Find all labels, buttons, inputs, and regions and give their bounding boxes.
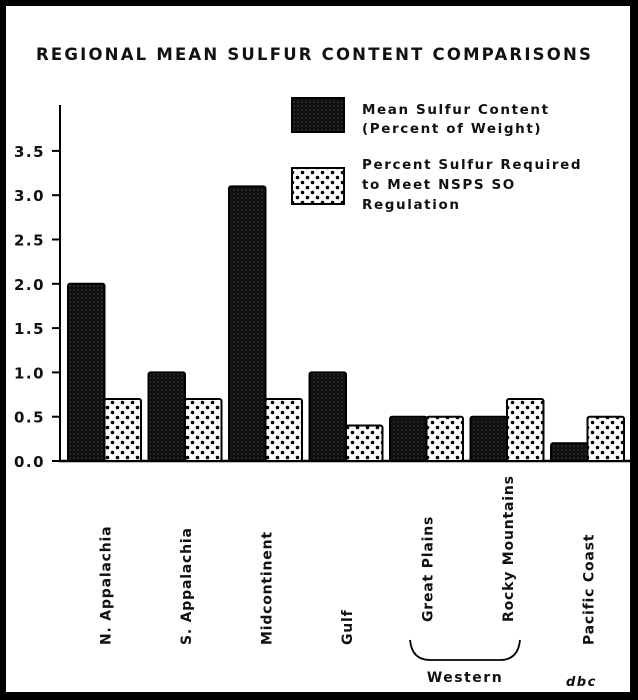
- bar-required-sulfur: [264, 397, 303, 463]
- bar-mean-sulfur: [469, 415, 508, 463]
- y-tick-label: 3.0: [14, 187, 45, 205]
- legend-label: Regulation: [362, 197, 461, 213]
- category-label: Pacific Coast: [582, 534, 598, 645]
- bar-required-sulfur: [425, 415, 464, 463]
- legend-swatch-mean: [291, 97, 345, 133]
- western-bracket: [409, 639, 521, 661]
- category-label: Gulf: [340, 609, 356, 645]
- bar-required-sulfur: [103, 397, 142, 463]
- bar-mean-sulfur: [389, 415, 428, 463]
- legend-swatch-required: [291, 167, 345, 205]
- y-tick-label: 0.5: [14, 409, 45, 427]
- chart-title: REGIONAL MEAN SULFUR CONTENT COMPARISONS: [36, 45, 593, 64]
- group-label-western: Western: [427, 670, 503, 686]
- bar-mean-sulfur: [308, 371, 347, 462]
- y-tick-label: 2.5: [14, 232, 45, 250]
- legend-label: Percent Sulfur Required: [362, 157, 582, 173]
- y-tick-label: 0.0: [14, 453, 45, 471]
- legend-label: (Percent of Weight): [362, 121, 542, 137]
- bars: [67, 185, 625, 463]
- bar-required-sulfur: [586, 415, 625, 463]
- y-tick-label: 1.5: [14, 320, 45, 338]
- bar-required-sulfur: [506, 397, 545, 463]
- bar-mean-sulfur: [228, 185, 267, 462]
- bar-required-sulfur: [345, 424, 384, 462]
- bar-mean-sulfur: [550, 442, 589, 462]
- category-label: Great Plains: [421, 516, 437, 622]
- y-tick-label: 3.5: [14, 143, 45, 161]
- category-label: Rocky Mountains: [501, 475, 517, 622]
- bar-chart: REGIONAL MEAN SULFUR CONTENT COMPARISONS…: [14, 45, 630, 690]
- signature: dbc: [566, 675, 597, 690]
- bar-required-sulfur: [184, 397, 223, 463]
- bar-mean-sulfur: [147, 371, 186, 462]
- legend-label: Mean Sulfur Content: [362, 102, 550, 118]
- legend-label: to Meet NSPS SO: [362, 177, 516, 193]
- category-label: S. Appalachia: [179, 527, 195, 645]
- chart-frame: REGIONAL MEAN SULFUR CONTENT COMPARISONS…: [6, 6, 630, 692]
- legend: Mean Sulfur Content (Percent of Weight) Pe…: [291, 97, 582, 213]
- y-tick-label: 2.0: [14, 276, 45, 294]
- category-labels: N. Appalachia S. Appalachia Midcontinent Gu…: [99, 475, 598, 690]
- category-label: N. Appalachia: [99, 526, 115, 645]
- y-tick-label: 1.0: [14, 364, 45, 382]
- category-label: Midcontinent: [260, 531, 276, 645]
- bar-mean-sulfur: [67, 282, 106, 462]
